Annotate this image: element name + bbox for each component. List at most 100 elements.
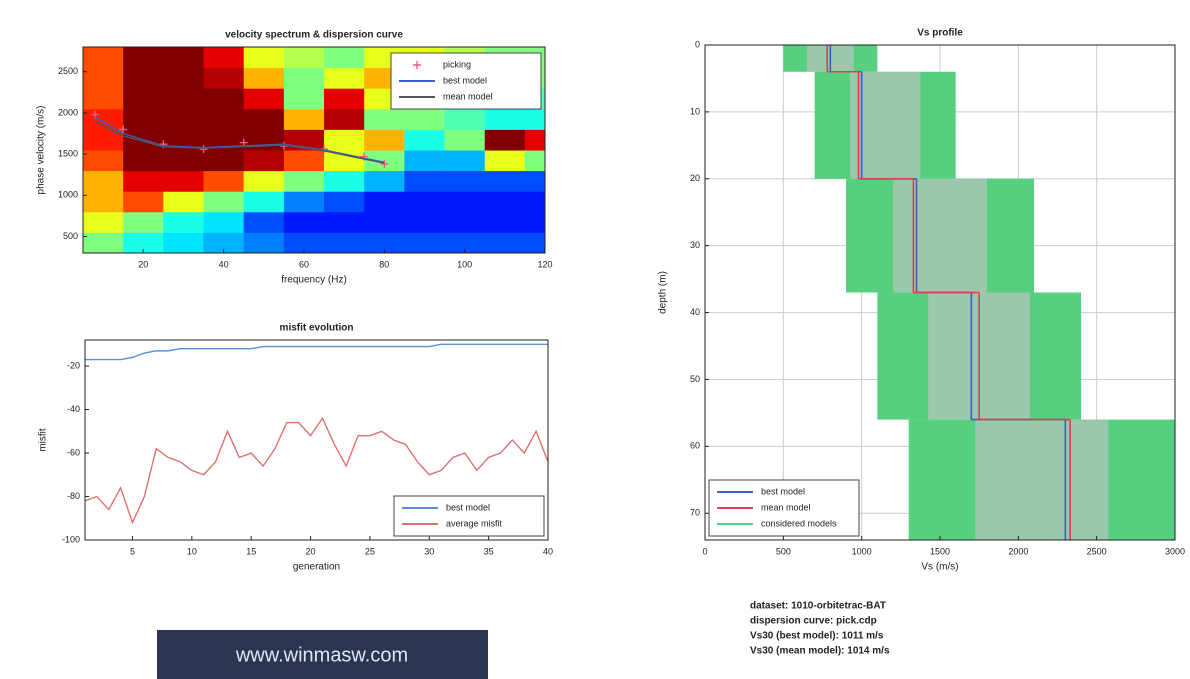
heat-cell: [284, 212, 325, 233]
heat-cell: [204, 109, 245, 130]
chart-title: misfit evolution: [280, 323, 354, 334]
x-axis-label: Vs (m/s): [921, 562, 958, 573]
legend-label: considered models: [761, 518, 837, 528]
legend-label: picking: [443, 59, 471, 69]
heat-cell: [284, 47, 325, 68]
heat-cell: [83, 171, 124, 192]
x-tick-label: 25: [365, 546, 375, 556]
heat-cell: [244, 191, 285, 212]
heat-cell: [123, 191, 164, 212]
y-tick-label: -40: [67, 404, 80, 414]
heat-cell: [324, 109, 365, 130]
page: www.winmasw.com dataset: 1010-orbitetrac…: [0, 0, 1190, 679]
heat-cell: [525, 129, 546, 150]
heat-cell: [525, 171, 546, 192]
x-axis-label: generation: [293, 562, 340, 573]
heat-cell: [364, 129, 405, 150]
heat-cell: [485, 232, 526, 253]
heat-cell: [525, 191, 546, 212]
heat-cell: [244, 150, 285, 171]
heat-cell: [123, 109, 164, 130]
heat-cell: [163, 212, 204, 233]
heat-cell: [204, 171, 245, 192]
y-tick-label: -20: [67, 360, 80, 370]
heat-cell: [364, 109, 405, 130]
y-tick-label: -100: [62, 534, 80, 544]
y-axis-label: phase velocity (m/s): [36, 106, 47, 195]
chart-title: velocity spectrum & dispersion curve: [225, 30, 403, 41]
heat-cell: [364, 191, 405, 212]
heat-cell: [244, 129, 285, 150]
heat-cell: [284, 150, 325, 171]
heat-cell: [244, 232, 285, 253]
legend-label: best model: [443, 75, 487, 85]
chart-title: Vs profile: [917, 28, 963, 39]
heat-cell: [445, 109, 486, 130]
heat-cell: [83, 191, 124, 212]
heat-cell: [83, 212, 124, 233]
heat-cell: [284, 68, 325, 89]
heat-cell: [284, 88, 325, 109]
heat-cell: [445, 129, 486, 150]
heat-cell: [163, 68, 204, 89]
heat-cell: [404, 109, 445, 130]
heat-cell: [244, 109, 285, 130]
heat-cell: [445, 191, 486, 212]
info-line: Vs30 (mean model): 1014 m/s: [750, 646, 890, 657]
legend-label: mean model: [761, 502, 811, 512]
band-core: [893, 179, 987, 293]
heat-cell: [204, 68, 245, 89]
heat-cell: [485, 129, 526, 150]
heat-cell: [324, 171, 365, 192]
x-tick-label: 20: [138, 259, 148, 269]
heat-cell: [525, 212, 546, 233]
legend-label: mean model: [443, 91, 493, 101]
heat-cell: [244, 68, 285, 89]
heat-cell: [163, 232, 204, 253]
heat-cell: [123, 150, 164, 171]
y-tick-label: 60: [690, 441, 700, 451]
heat-cell: [485, 150, 526, 171]
heat-cell: [445, 150, 486, 171]
heat-cell: [163, 47, 204, 68]
heat-cell: [163, 88, 204, 109]
y-tick-label: 50: [690, 374, 700, 384]
heat-cell: [324, 47, 365, 68]
band-core: [850, 72, 921, 179]
band-core: [975, 420, 1108, 540]
heat-cell: [204, 88, 245, 109]
y-tick-label: 2500: [58, 66, 78, 76]
x-tick-label: 35: [484, 546, 494, 556]
heat-cell: [364, 212, 405, 233]
y-tick-label: -80: [67, 491, 80, 501]
heat-cell: [324, 88, 365, 109]
legend-label: average misfit: [446, 518, 503, 528]
x-tick-label: 2000: [1008, 546, 1028, 556]
heat-cell: [83, 88, 124, 109]
y-tick-label: 40: [690, 307, 700, 317]
y-axis-label: depth (m): [658, 271, 669, 314]
heat-cell: [324, 232, 365, 253]
heat-cell: [404, 191, 445, 212]
x-tick-label: 15: [246, 546, 256, 556]
heat-cell: [324, 191, 365, 212]
heat-cell: [324, 129, 365, 150]
heat-cell: [284, 109, 325, 130]
x-tick-label: 120: [537, 259, 552, 269]
info-line: Vs30 (best model): 1011 m/s: [750, 631, 884, 642]
x-tick-label: 3000: [1165, 546, 1185, 556]
x-tick-label: 1000: [852, 546, 872, 556]
x-axis-label: frequency (Hz): [281, 275, 347, 286]
heat-cell: [324, 68, 365, 89]
y-tick-label: -60: [67, 447, 80, 457]
heat-cell: [244, 212, 285, 233]
info-line: dispersion curve: pick.cdp: [750, 616, 877, 627]
x-tick-label: 80: [379, 259, 389, 269]
info-line: dataset: 1010-orbitetrac-BAT: [750, 601, 886, 612]
heat-cell: [83, 150, 124, 171]
heat-cell: [324, 212, 365, 233]
x-tick-label: 2500: [1087, 546, 1107, 556]
heat-cell: [445, 212, 486, 233]
heat-cell: [204, 47, 245, 68]
y-tick-label: 1500: [58, 148, 78, 158]
